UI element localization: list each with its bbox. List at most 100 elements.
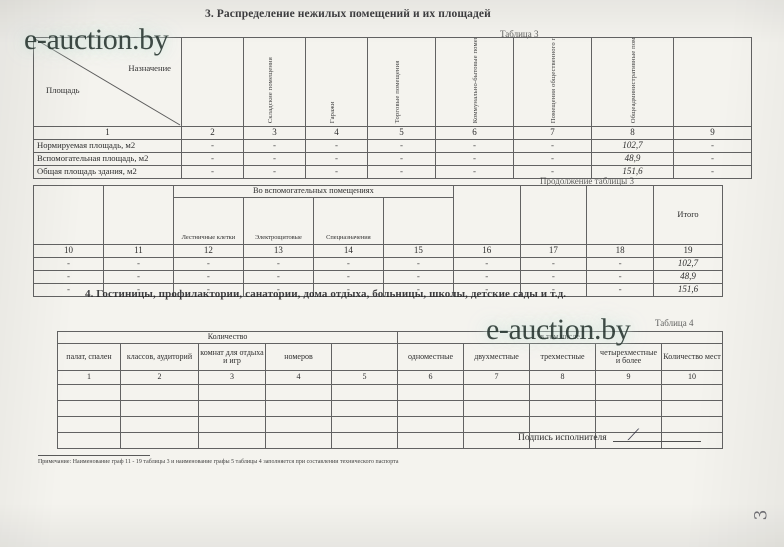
table-3-col-header-7: Помещения общественного питания xyxy=(513,37,592,127)
cell: - xyxy=(181,165,244,179)
cell xyxy=(57,384,121,401)
table-4: Количество в том числе палат, спален кла… xyxy=(56,331,724,449)
cell: - xyxy=(367,152,436,166)
table-4-col-header-8: трехместные xyxy=(529,343,597,371)
cell: - xyxy=(305,152,368,166)
blank-header-16 xyxy=(452,185,521,245)
table-3-continuation-caption: Продолжение таблицы 3 xyxy=(540,176,634,186)
cell: - xyxy=(586,270,655,284)
col-header-label: Гаражи xyxy=(328,101,336,123)
table-4-col-header-9: четырехместные и более xyxy=(595,343,663,371)
col-number: 1 xyxy=(57,370,121,385)
col-header-label: Помещения общественного питания xyxy=(549,37,557,124)
col-number: 15 xyxy=(382,244,454,258)
table-row: Вспомогательная площадь, м2 - - - - - - … xyxy=(33,152,752,166)
table-row: Нормируемая площадь, м2 - - - - - - 102,… xyxy=(33,139,752,153)
table-3-part-2: Во вспомогательных помещениях Итого Лест… xyxy=(33,185,723,297)
table-row: - - - - - - - - - 102,7 xyxy=(33,257,723,271)
cell xyxy=(57,416,121,433)
table-3-col-header-2 xyxy=(181,37,244,127)
cell: - xyxy=(172,257,244,271)
cell: - xyxy=(586,257,655,271)
col-number: 6 xyxy=(397,370,465,385)
sub-header-stairs: Лестничные клетки xyxy=(172,212,244,245)
blank-header-11 xyxy=(102,185,174,245)
group-header-among-which: в том числе xyxy=(397,331,724,344)
cell xyxy=(120,416,199,433)
col-number: 17 xyxy=(519,244,588,258)
cell: - xyxy=(513,139,592,153)
col-number: 5 xyxy=(367,126,436,140)
col-number: 4 xyxy=(265,370,332,385)
col-header-label: Торговые помещения xyxy=(393,60,401,123)
col-number: 8 xyxy=(591,126,674,140)
cell: - xyxy=(519,270,588,284)
table-row xyxy=(57,416,724,433)
cell: - xyxy=(367,165,436,179)
table-4-col-header-6: одноместные xyxy=(397,343,465,371)
cell: - xyxy=(382,270,454,284)
col-number: 3 xyxy=(198,370,266,385)
sub-header-electrical: Электрощитовые xyxy=(242,212,314,245)
cell: - xyxy=(435,165,514,179)
cell-value: 48,9 xyxy=(591,152,674,166)
cell xyxy=(397,416,465,433)
table-4-col-header-4: номеров xyxy=(265,343,332,371)
table-4-col-header-7: двухместные xyxy=(463,343,531,371)
cell: - xyxy=(673,139,752,153)
table-4-header-row: палат, спален классов, аудиторий комнат … xyxy=(57,343,724,371)
corner-top-label: Назначение xyxy=(128,63,171,74)
blank-header-10 xyxy=(33,185,104,245)
col-header-label: Складские помещения xyxy=(266,56,274,123)
col-number: 10 xyxy=(33,244,104,258)
cell xyxy=(463,384,531,401)
cell xyxy=(529,384,597,401)
cell xyxy=(661,384,724,401)
cell xyxy=(529,400,597,417)
table-3b-group-row: Во вспомогательных помещениях Итого xyxy=(33,185,723,245)
cell xyxy=(661,432,724,449)
table-4-group-row: Количество в том числе xyxy=(56,331,724,344)
col-header-label: Коммунально-бытовые помещения xyxy=(471,37,479,124)
col-number: 9 xyxy=(595,370,663,385)
table-3-col-header-5: Торговые помещения xyxy=(367,37,436,127)
cell: - xyxy=(673,165,752,179)
table-4-col-header-10: Количество мест xyxy=(661,343,724,371)
cell xyxy=(198,416,266,433)
cell: - xyxy=(519,257,588,271)
cell xyxy=(265,432,332,449)
footnote-block: Примечание: Наименование граф 11 - 19 та… xyxy=(38,455,518,465)
cell: - xyxy=(33,257,104,271)
table-3-col-header-3: Складские помещения xyxy=(243,37,306,127)
cell xyxy=(397,432,465,449)
cell: - xyxy=(181,152,244,166)
cell xyxy=(265,400,332,417)
table-row: - - - - - - - - - 48,9 xyxy=(33,270,723,284)
cell-total: 48,9 xyxy=(653,270,723,284)
table-3-col-header-9 xyxy=(673,37,752,127)
table-3-col-header-8: Общеадминистративные помещения xyxy=(591,37,674,127)
signature-line: ⟋ xyxy=(612,426,701,443)
row-label: Вспомогательная площадь, м2 xyxy=(33,152,182,166)
col-number: 16 xyxy=(452,244,521,258)
cell: - xyxy=(305,139,368,153)
col-number: 2 xyxy=(120,370,199,385)
corner-bottom-label: Площадь xyxy=(46,84,80,95)
cell: - xyxy=(452,257,521,271)
table-3b-number-row: 10 11 12 13 14 15 16 17 18 19 xyxy=(33,244,723,258)
cell: - xyxy=(243,165,306,179)
group-header-auxiliary: Во вспомогательных помещениях xyxy=(172,185,454,198)
cell: - xyxy=(452,270,521,284)
table-3-col-header-4: Гаражи xyxy=(305,37,368,127)
cell xyxy=(120,400,199,417)
signature-label: Подпись исполнителя xyxy=(518,433,607,443)
col-number: 10 xyxy=(661,370,724,385)
table-row xyxy=(57,400,724,417)
table-4-caption: Таблица 4 xyxy=(655,318,694,328)
table-3b-spacer-row xyxy=(34,197,723,212)
cell: - xyxy=(367,139,436,153)
cell: - xyxy=(435,139,514,153)
cell: - xyxy=(33,270,104,284)
